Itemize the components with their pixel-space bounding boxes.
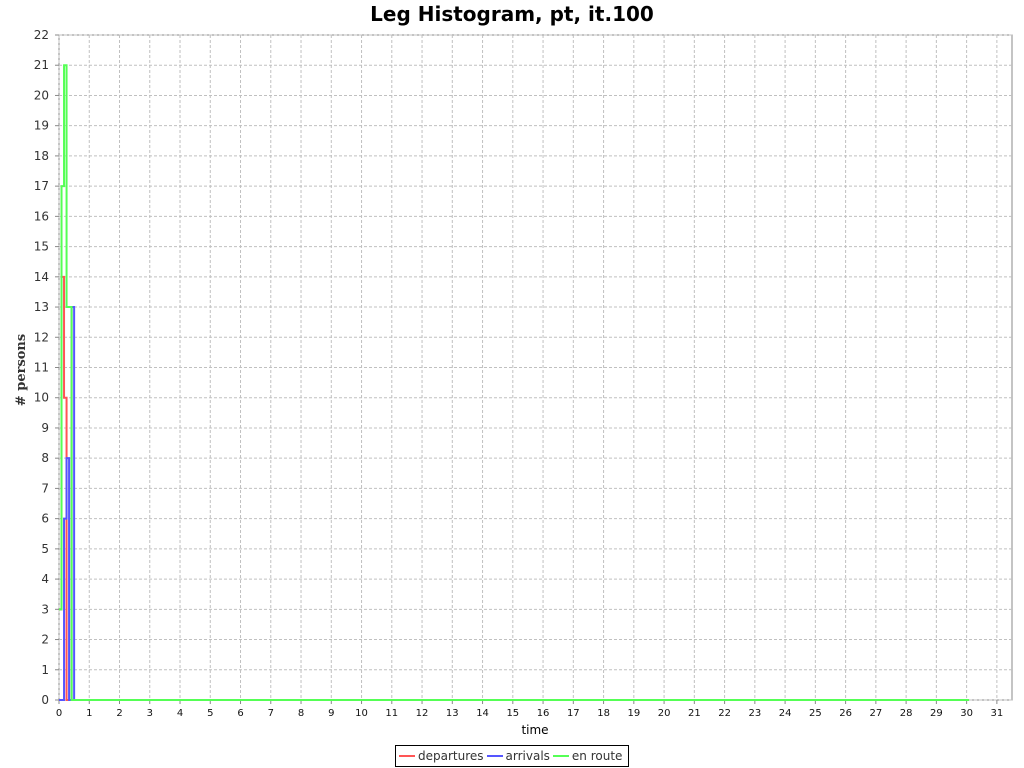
y-tick-label: 14 [34,270,49,284]
y-tick-label: 11 [34,361,49,375]
y-axis-label: # persons [14,334,29,406]
x-tick-label: 0 [56,708,62,719]
x-tick-label: 4 [177,708,183,719]
y-tick-label: 17 [34,179,49,193]
x-tick-label: 16 [537,708,550,719]
x-tick-label: 17 [567,708,580,719]
x-tick-label: 12 [416,708,429,719]
y-tick-label: 15 [34,240,49,254]
x-tick-label: 8 [298,708,304,719]
x-tick-label: 5 [207,708,213,719]
y-tick-label: 3 [41,602,49,616]
legend-item-departures: departures [399,749,484,763]
y-tick-label: 12 [34,330,49,344]
x-tick-label: 14 [476,708,489,719]
y-tick-label: 0 [41,693,49,707]
y-tick-label: 6 [41,512,49,526]
x-tick-label: 15 [506,708,519,719]
legend-swatch [552,755,569,757]
y-tick-label: 8 [41,451,49,465]
legend-label: arrivals [505,749,550,763]
y-tick-label: 20 [34,88,49,102]
x-axis: 0 1 2 3 4 5 6 7 8 9 10 11 12 13 14 15 16 17 18 19 20 21 22 23 24… [56,700,1003,719]
x-tick-label: 24 [779,708,792,719]
y-tick-label: 13 [34,300,49,314]
x-tick-label: 21 [688,708,701,719]
y-tick-label: 10 [34,391,49,405]
x-tick-label: 23 [748,708,761,719]
x-tick-label: 25 [809,708,822,719]
legend-swatch [399,755,415,757]
y-tick-label: 22 [34,28,49,42]
x-tick-label: 27 [869,708,882,719]
x-tick-label: 2 [116,708,122,719]
x-tick-label: 26 [839,708,852,719]
y-tick-label: 7 [41,481,49,495]
legend-swatch [486,755,503,757]
x-tick-label: 7 [268,708,274,719]
y-tick-label: 18 [34,149,49,163]
legend-item-arrivals: arrivals [486,749,550,763]
x-tick-label: 22 [718,708,731,719]
legend: departures arrivals en route [395,745,630,767]
legend-label: en route [571,749,623,763]
y-tick-label: 5 [41,542,49,556]
y-tick-label: 21 [34,58,49,72]
series-line-en-route [59,64,970,701]
y-tick-label: 19 [34,119,49,133]
x-tick-label: 13 [446,708,459,719]
x-tick-label: 19 [627,708,640,719]
y-tick-label: 4 [41,572,49,586]
x-tick-label: 9 [328,708,334,719]
x-axis-label: time [521,723,548,737]
chart-title: Leg Histogram, pt, it.100 [370,2,654,26]
x-tick-label: 29 [930,708,943,719]
y-tick-label: 1 [41,663,49,677]
series-line-arrivals [59,306,970,701]
x-tick-label: 18 [597,708,610,719]
x-tick-label: 6 [237,708,243,719]
series-layer [59,64,970,701]
x-tick-label: 28 [900,708,913,719]
x-tick-label: 31 [991,708,1004,719]
y-tick-label: 9 [41,421,49,435]
x-tick-label: 30 [960,708,973,719]
legend-item-en-route: en route [552,749,623,763]
x-tick-label: 11 [385,708,398,719]
x-tick-label: 1 [86,708,92,719]
legend-label: departures [418,749,484,763]
x-tick-label: 20 [658,708,671,719]
x-tick-label: 10 [355,708,368,719]
y-tick-label: 16 [34,209,49,223]
y-tick-label: 2 [41,633,49,647]
x-tick-label: 3 [147,708,153,719]
